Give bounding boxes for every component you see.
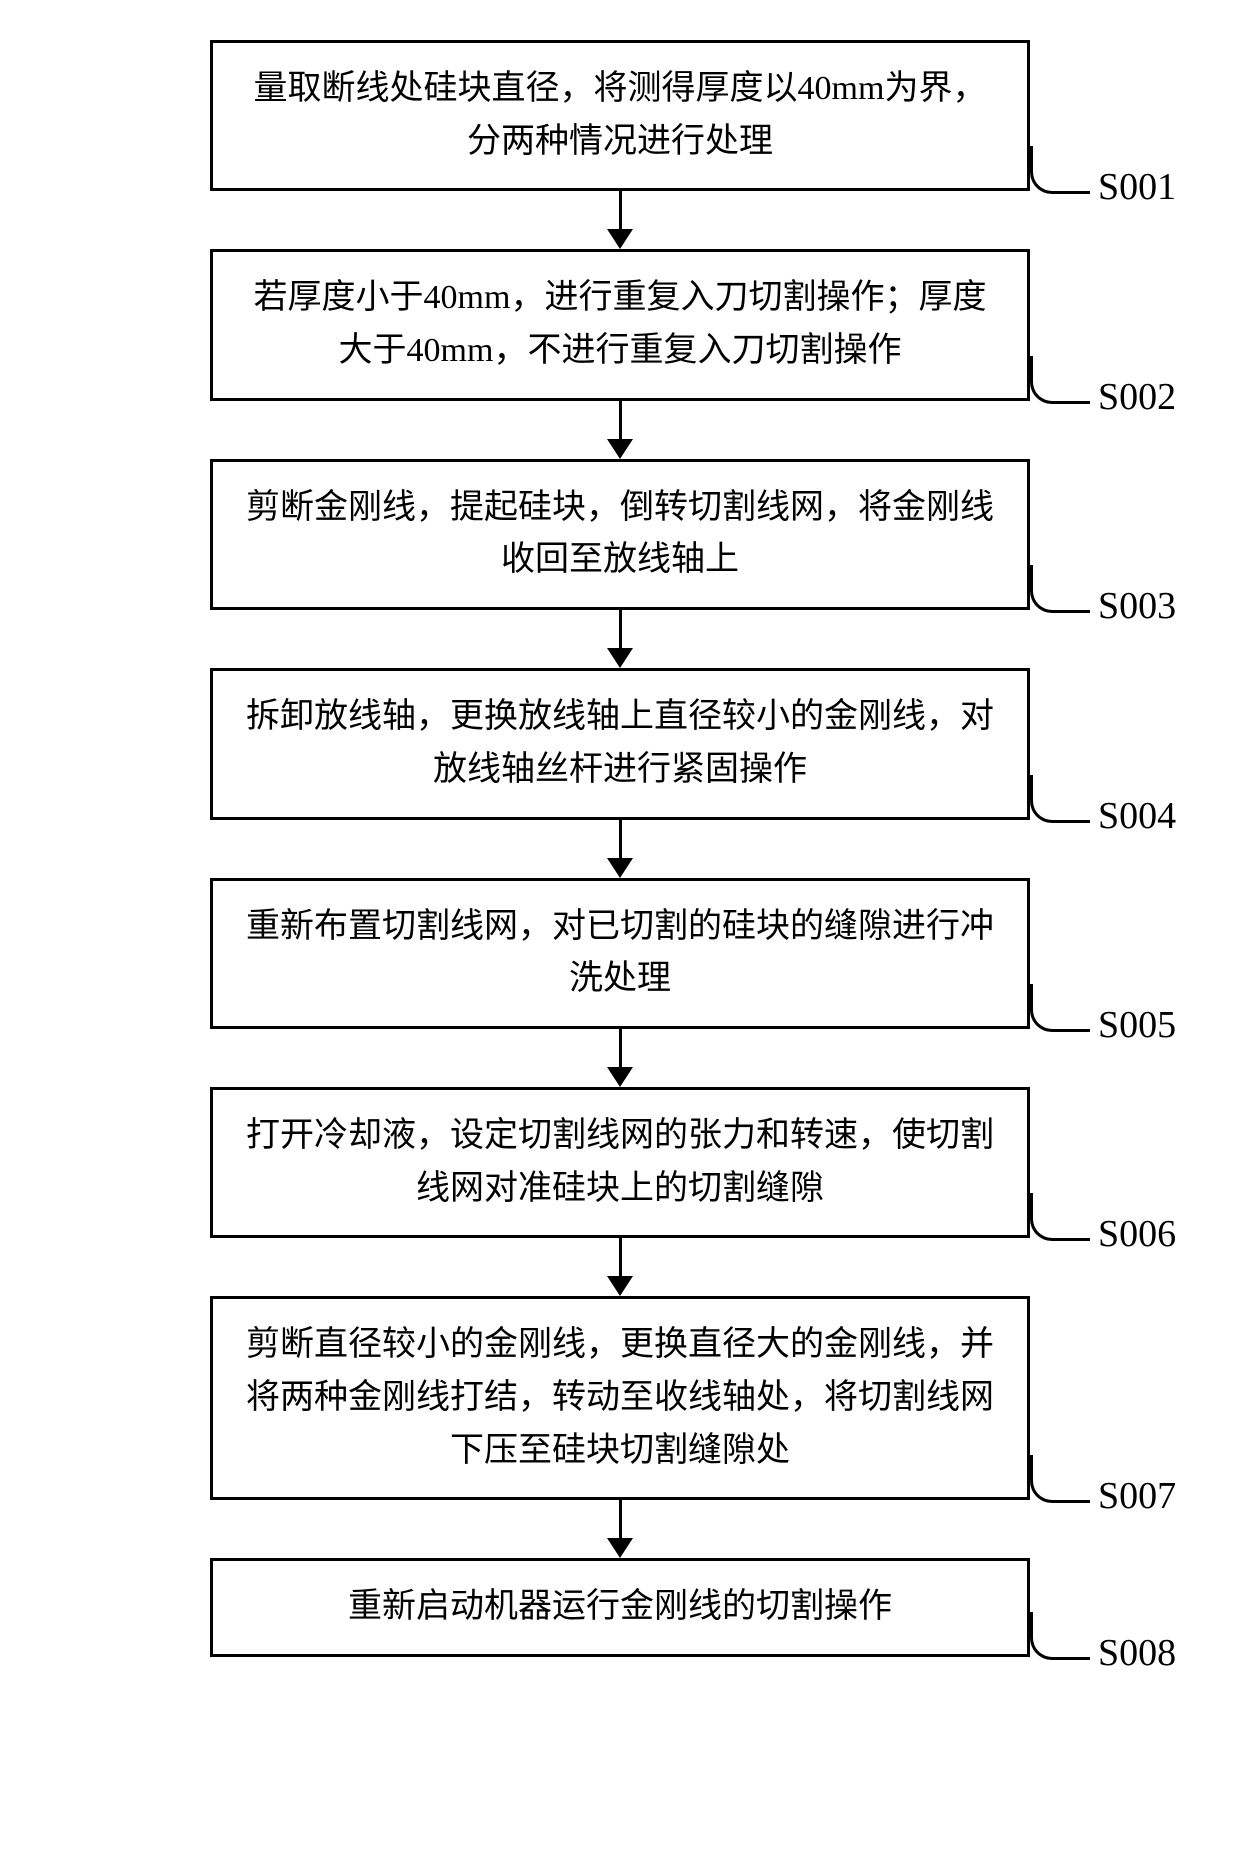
connector-hook — [1030, 1612, 1090, 1660]
step-label-connector: S006 — [1030, 1193, 1176, 1238]
step-box: 重新启动机器运行金刚线的切割操作 — [210, 1558, 1030, 1657]
step-id-label: S003 — [1090, 584, 1176, 628]
step-box: 剪断直径较小的金刚线，更换直径大的金刚线，并将两种金刚线打结，转动至收线轴处，将… — [210, 1296, 1030, 1500]
flow-arrow — [607, 1029, 633, 1087]
step-label-connector: S004 — [1030, 775, 1176, 820]
step-id-label: S008 — [1090, 1631, 1176, 1675]
step-box: 剪断金刚线，提起硅块，倒转切割线网，将金刚线收回至放线轴上 — [210, 459, 1030, 610]
connector-hook — [1030, 146, 1090, 194]
step-id-label: S001 — [1090, 165, 1176, 209]
step-id-label: S002 — [1090, 375, 1176, 419]
flow-step: 剪断直径较小的金刚线，更换直径大的金刚线，并将两种金刚线打结，转动至收线轴处，将… — [70, 1296, 1170, 1500]
flow-step: 重新启动机器运行金刚线的切割操作 S008 — [70, 1558, 1170, 1657]
flow-step: 打开冷却液，设定切割线网的张力和转速，使切割线网对准硅块上的切割缝隙 S006 — [70, 1087, 1170, 1238]
step-label-connector: S003 — [1030, 565, 1176, 610]
step-id-label: S006 — [1090, 1212, 1176, 1256]
step-box: 重新布置切割线网，对已切割的硅块的缝隙进行冲洗处理 — [210, 878, 1030, 1029]
flow-arrow — [607, 1500, 633, 1558]
step-box: 打开冷却液，设定切割线网的张力和转速，使切割线网对准硅块上的切割缝隙 — [210, 1087, 1030, 1238]
step-label-connector: S008 — [1030, 1612, 1176, 1657]
flow-step: 量取断线处硅块直径，将测得厚度以40mm为界，分两种情况进行处理 S001 — [70, 40, 1170, 191]
connector-hook — [1030, 356, 1090, 404]
step-label-connector: S002 — [1030, 356, 1176, 401]
step-id-label: S004 — [1090, 794, 1176, 838]
step-label-connector: S001 — [1030, 146, 1176, 191]
flow-arrow — [607, 191, 633, 249]
step-id-label: S007 — [1090, 1474, 1176, 1518]
step-id-label: S005 — [1090, 1003, 1176, 1047]
connector-hook — [1030, 1193, 1090, 1241]
flow-arrow — [607, 820, 633, 878]
step-box: 拆卸放线轴，更换放线轴上直径较小的金刚线，对放线轴丝杆进行紧固操作 — [210, 668, 1030, 819]
step-box: 量取断线处硅块直径，将测得厚度以40mm为界，分两种情况进行处理 — [210, 40, 1030, 191]
flowchart-container: 量取断线处硅块直径，将测得厚度以40mm为界，分两种情况进行处理 S001 若厚… — [70, 40, 1170, 1657]
flow-step: 若厚度小于40mm，进行重复入刀切割操作；厚度大于40mm，不进行重复入刀切割操… — [70, 249, 1170, 400]
flow-arrow — [607, 610, 633, 668]
step-label-connector: S007 — [1030, 1455, 1176, 1500]
flow-step: 剪断金刚线，提起硅块，倒转切割线网，将金刚线收回至放线轴上 S003 — [70, 459, 1170, 610]
flow-step: 拆卸放线轴，更换放线轴上直径较小的金刚线，对放线轴丝杆进行紧固操作 S004 — [70, 668, 1170, 819]
connector-hook — [1030, 1455, 1090, 1503]
flow-arrow — [607, 401, 633, 459]
connector-hook — [1030, 775, 1090, 823]
connector-hook — [1030, 565, 1090, 613]
step-label-connector: S005 — [1030, 984, 1176, 1029]
flow-arrow — [607, 1238, 633, 1296]
step-box: 若厚度小于40mm，进行重复入刀切割操作；厚度大于40mm，不进行重复入刀切割操… — [210, 249, 1030, 400]
connector-hook — [1030, 984, 1090, 1032]
flow-step: 重新布置切割线网，对已切割的硅块的缝隙进行冲洗处理 S005 — [70, 878, 1170, 1029]
